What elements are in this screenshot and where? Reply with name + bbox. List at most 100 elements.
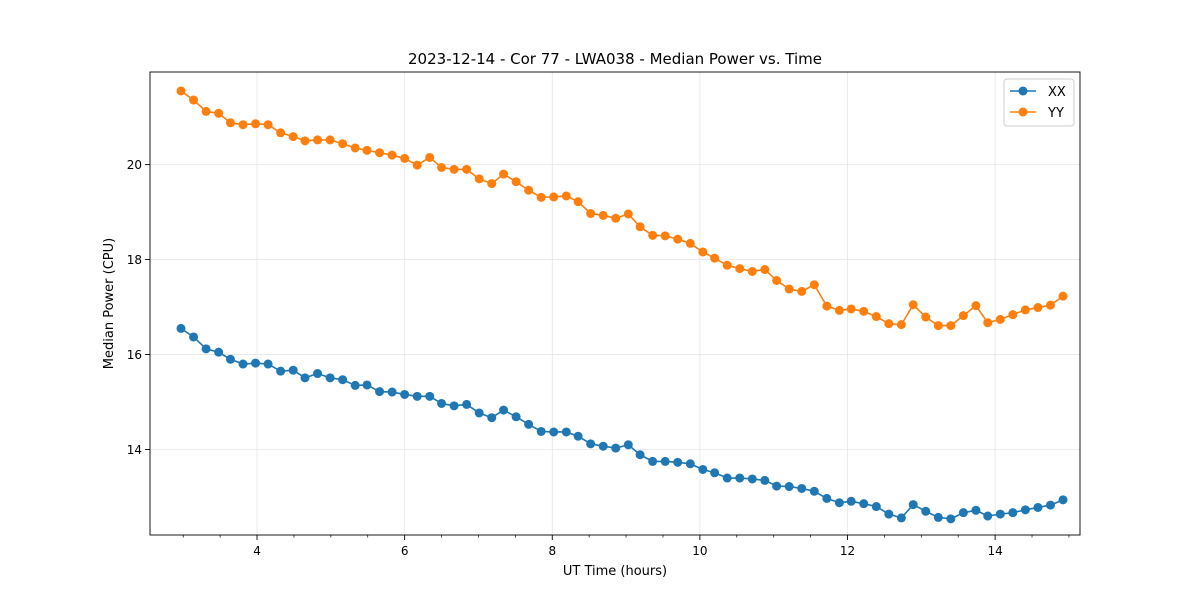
legend: XX YY <box>1003 78 1075 127</box>
data-point-xx <box>635 450 645 460</box>
data-point-yy <box>710 253 720 263</box>
data-point-xx <box>598 441 608 451</box>
data-point-yy <box>449 164 459 174</box>
data-point-xx <box>871 502 881 512</box>
chart-title: 2023-12-14 - Cor 77 - LWA038 - Median Po… <box>408 50 822 68</box>
data-point-yy <box>896 320 906 330</box>
data-point-xx <box>735 473 745 483</box>
plot-series <box>176 86 1068 524</box>
data-point-xx <box>834 498 844 508</box>
data-point-yy <box>573 197 583 207</box>
data-point-yy <box>1008 310 1018 320</box>
data-point-xx <box>350 380 360 390</box>
y-tick-label: 18 <box>127 253 142 267</box>
data-point-yy <box>549 192 559 202</box>
data-point-yy <box>660 231 670 241</box>
data-point-yy <box>511 177 521 187</box>
data-point-xx <box>648 456 658 466</box>
data-point-xx <box>375 387 385 397</box>
data-point-yy <box>176 86 186 96</box>
data-point-xx <box>1033 502 1043 512</box>
data-point-yy <box>561 191 571 201</box>
data-point-xx <box>238 359 248 369</box>
x-tick-label: 10 <box>692 544 707 558</box>
data-point-xx <box>747 474 757 484</box>
data-point-yy <box>238 120 248 130</box>
data-point-yy <box>412 160 422 170</box>
data-point-xx <box>685 459 695 469</box>
data-point-xx <box>884 509 894 519</box>
grid-lines <box>150 72 1080 535</box>
data-point-yy <box>735 264 745 274</box>
data-point-xx <box>201 344 211 354</box>
data-point-xx <box>362 380 372 390</box>
data-point-xx <box>313 369 323 379</box>
data-point-yy <box>462 164 472 174</box>
data-point-xx <box>387 387 397 397</box>
data-point-xx <box>797 483 807 493</box>
data-point-xx <box>276 366 286 376</box>
data-point-xx <box>822 493 832 503</box>
data-point-yy <box>834 305 844 315</box>
data-point-xx <box>1008 508 1018 518</box>
data-point-yy <box>313 135 323 145</box>
data-point-yy <box>971 301 981 311</box>
data-point-yy <box>375 148 385 158</box>
data-point-xx <box>251 358 261 368</box>
data-point-xx <box>896 513 906 523</box>
data-point-yy <box>722 260 732 270</box>
data-point-yy <box>300 136 310 146</box>
data-point-xx <box>660 456 670 466</box>
legend-label-xx: XX <box>1048 85 1066 100</box>
data-point-yy <box>276 128 286 138</box>
data-point-yy <box>784 284 794 294</box>
data-point-xx <box>425 391 435 401</box>
data-point-xx <box>586 439 596 449</box>
data-point-xx <box>511 412 521 422</box>
data-point-xx <box>225 354 235 364</box>
data-point-yy <box>822 301 832 311</box>
data-point-yy <box>635 222 645 232</box>
data-point-xx <box>263 359 273 369</box>
y-tick-label: 16 <box>127 348 142 362</box>
data-point-xx <box>921 506 931 516</box>
data-point-xx <box>288 365 298 375</box>
x-tick-label: 6 <box>401 544 409 558</box>
x-tick-label: 12 <box>840 544 855 558</box>
data-point-yy <box>611 213 621 223</box>
series-xx <box>176 323 1068 524</box>
data-point-yy <box>846 304 856 314</box>
data-point-yy <box>859 306 869 316</box>
data-point-xx <box>549 427 559 437</box>
data-point-yy <box>685 238 695 248</box>
data-point-yy <box>772 275 782 285</box>
y-tick-label: 20 <box>127 158 142 172</box>
data-point-yy <box>536 192 546 202</box>
data-point-xx <box>1020 505 1030 515</box>
data-point-yy <box>1058 291 1068 301</box>
data-point-xx <box>300 373 310 383</box>
data-point-yy <box>921 312 931 322</box>
data-point-xx <box>573 431 583 441</box>
legend-marker-xx <box>1018 86 1028 96</box>
data-point-yy <box>1033 303 1043 313</box>
data-point-yy <box>673 234 683 244</box>
data-point-yy <box>586 209 596 219</box>
data-point-yy <box>350 143 360 153</box>
data-point-xx <box>623 440 633 450</box>
data-point-xx <box>474 408 484 418</box>
data-point-yy <box>648 230 658 240</box>
data-point-xx <box>325 373 335 383</box>
data-point-xx <box>772 481 782 491</box>
data-point-yy <box>387 150 397 160</box>
data-point-xx <box>958 508 968 518</box>
data-point-xx <box>946 514 956 524</box>
data-point-xx <box>995 509 1005 519</box>
data-point-yy <box>983 318 993 328</box>
data-point-yy <box>933 321 943 331</box>
data-point-xx <box>412 391 422 401</box>
axis-ticks: 4 6 8 10 12 14 14 16 18 20 <box>127 158 1070 558</box>
data-point-xx <box>859 499 869 509</box>
data-point-yy <box>474 174 484 184</box>
